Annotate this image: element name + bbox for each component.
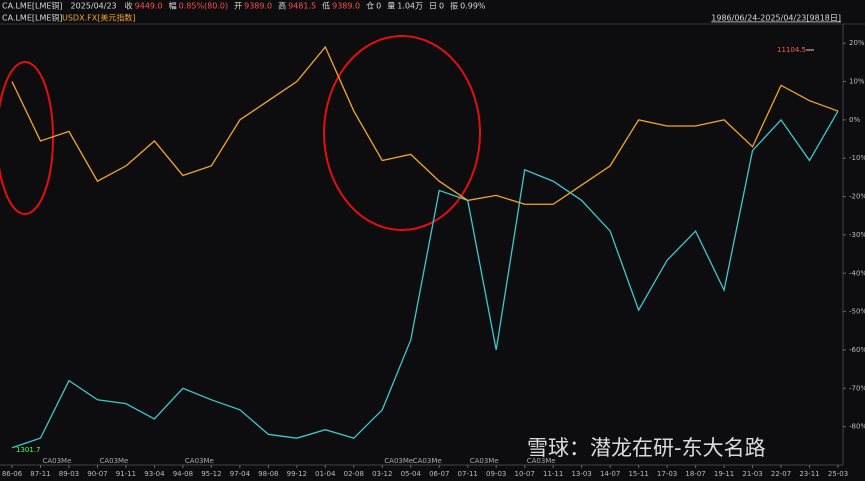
date-range: 1986/06/24-2025/04/23[9818日] <box>711 14 841 23</box>
x-tick-label: 05-04 <box>401 470 422 478</box>
y-tick-label: 0% <box>849 116 860 124</box>
y-tick-label: -10% <box>849 154 865 162</box>
x-tick-label: 95-12 <box>201 470 221 478</box>
header-label: 开 <box>234 2 242 11</box>
x-tick-label: 03-12 <box>372 470 392 478</box>
contract-label: CA03Me <box>527 457 556 465</box>
header-value: 9449.0 <box>135 2 163 11</box>
header-date: 2025/04/23 <box>71 2 117 11</box>
header-symbol: CA.LME[LME铜] <box>2 1 63 11</box>
x-tick-label: 98-08 <box>258 470 278 478</box>
x-tick-label: 07-11 <box>458 470 478 478</box>
x-tick-label: 23-11 <box>799 470 819 478</box>
watermark: 雪球：潜龙在研-东大名路 <box>527 436 766 460</box>
header-label: 振 <box>450 1 458 11</box>
header-value: 9481.5 <box>288 2 316 11</box>
contract-label: CA03Me <box>384 457 413 465</box>
x-tick-label: 91-11 <box>116 470 136 478</box>
legend-usdx: USDX.FX[美元指数] <box>62 13 135 23</box>
header-value: 9389.0 <box>332 2 360 11</box>
highlight-circle <box>0 61 54 215</box>
annotation: 1301.7 <box>16 446 41 454</box>
y-tick-label: 10% <box>849 78 865 86</box>
x-tick-label: 17-03 <box>657 470 677 478</box>
x-tick-label: 13-03 <box>571 470 591 478</box>
header-label: 幅 <box>169 1 177 11</box>
y-tick-label: -40% <box>849 269 865 277</box>
contract-label: CA03Me <box>413 457 442 465</box>
x-tick-label: 10-07 <box>515 470 535 478</box>
header-label: 高 <box>278 1 286 11</box>
header-label: 日 <box>429 2 437 11</box>
header-value: 1.04万 <box>397 2 423 11</box>
highlight-circle <box>323 35 481 231</box>
x-tick-label: 25-03 <box>828 470 848 478</box>
x-tick-label: 97-04 <box>230 470 251 478</box>
contract-label: CA03Me <box>42 457 71 465</box>
y-tick-label: -80% <box>849 423 865 431</box>
header-label: 低 <box>322 1 330 11</box>
x-tick-label: 19-11 <box>714 470 734 478</box>
contract-label: CA03Me <box>185 457 214 465</box>
header-label: 仓 <box>366 1 374 11</box>
y-tick-label: -60% <box>849 346 865 354</box>
x-tick-label: 22-07 <box>771 470 791 478</box>
x-tick-label: 21-03 <box>742 470 762 478</box>
series-line <box>11 45 839 205</box>
x-tick-label: 15-11 <box>628 470 648 478</box>
y-tick-label: -70% <box>849 384 865 392</box>
y-tick-label: -20% <box>849 193 865 201</box>
contract-label: CA03Me <box>99 457 128 465</box>
contract-label: CA03Me <box>470 457 499 465</box>
legend-copper: CA.LME[LME铜] <box>2 13 63 23</box>
x-tick-label: 89-03 <box>59 470 79 478</box>
x-tick-label: 06-07 <box>429 470 449 478</box>
header-value: 0.85%(80.0) <box>179 2 228 11</box>
x-tick-label: 11-11 <box>543 470 563 478</box>
x-tick-label: 90-07 <box>87 470 107 478</box>
series-line <box>11 110 839 449</box>
annotation: 11104.5 <box>777 46 806 54</box>
header-value: 0.99% <box>460 2 486 11</box>
x-tick-label: 01-04 <box>315 470 336 478</box>
header-label: 量 <box>387 2 395 11</box>
x-tick-label: 94-08 <box>173 470 193 478</box>
x-tick-label: 86-06 <box>2 470 23 478</box>
x-tick-label: 99-12 <box>287 470 307 478</box>
header-value: 0 <box>439 2 444 11</box>
y-tick-label: -30% <box>849 231 865 239</box>
x-tick-label: 14-07 <box>600 470 620 478</box>
y-tick-label: 20% <box>849 39 865 47</box>
header-label: 收 <box>125 1 133 11</box>
x-tick-label: 87-11 <box>30 470 50 478</box>
y-tick-label: -50% <box>849 308 865 316</box>
x-tick-label: 18-07 <box>685 470 705 478</box>
header-value: 0 <box>376 2 381 11</box>
x-tick-label: 02-08 <box>344 470 364 478</box>
x-tick-label: 93-04 <box>144 470 165 478</box>
header-value: 9389.0 <box>244 2 272 11</box>
x-tick-label: 09-03 <box>486 470 506 478</box>
